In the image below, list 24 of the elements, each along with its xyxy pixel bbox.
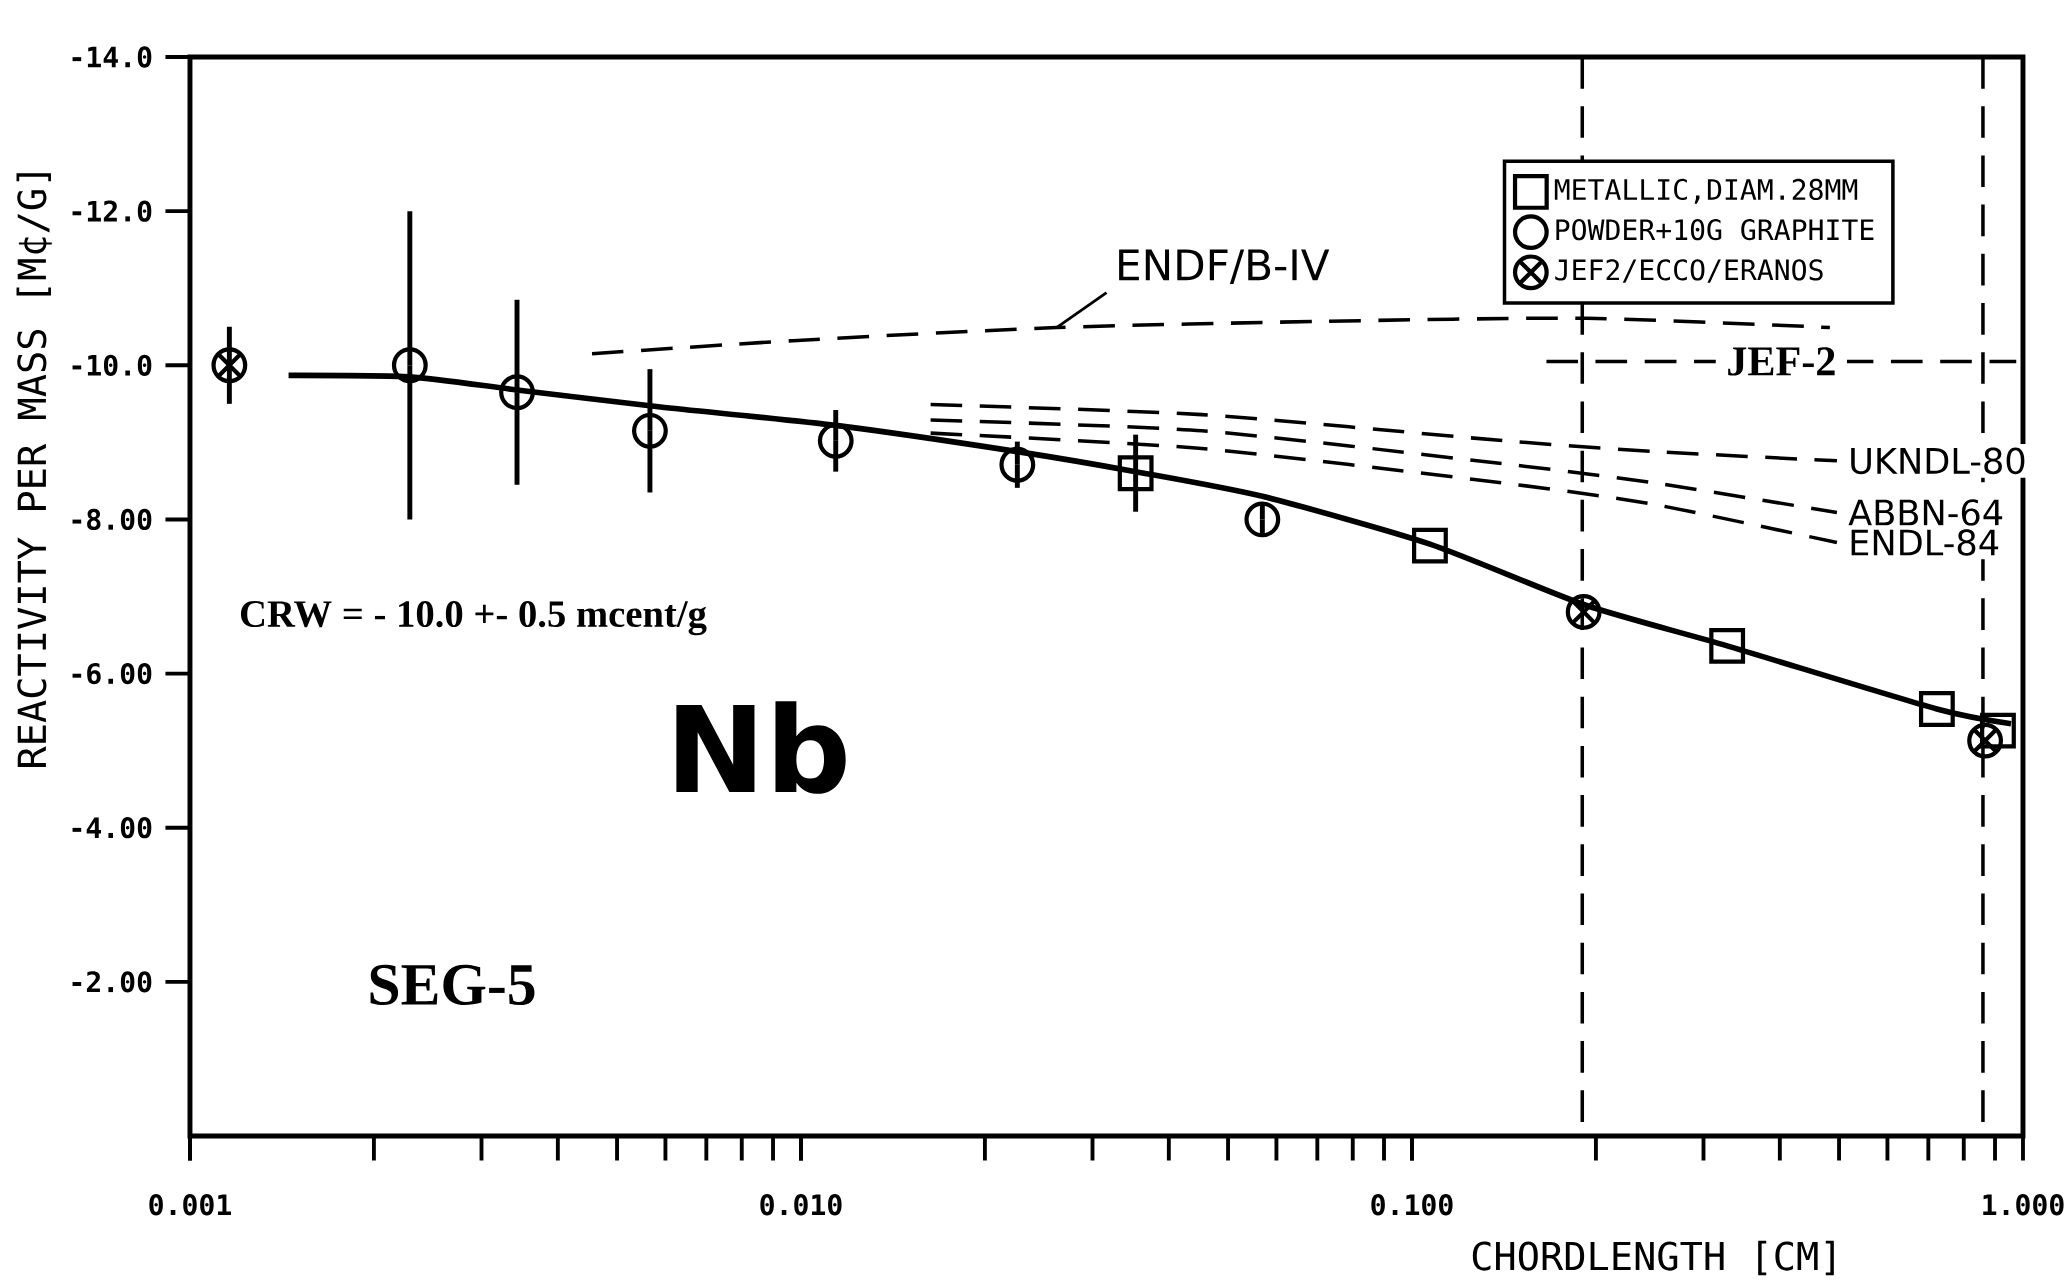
y-axis-title: REACTIVITY PER MASS [M¢/G] [16,173,52,767]
series-label: ENDF/B-IV [1119,249,1330,285]
legend-label: POWDER+10G GRAPHITE [1556,219,1874,241]
annotation: SEG-5 [370,964,535,1006]
x-tick-label: 0.001 [149,1194,231,1216]
x-tick-label: 1.000 [1983,1194,2064,1216]
y-tick-label: -4.00 [72,817,152,839]
annotation: CRW = - 10.0 +- 0.5 mcent/g [240,601,707,636]
x-tick-label: 0.010 [760,1194,842,1216]
y-tick-label: -12.0 [72,200,152,222]
legend-label: JEF2/ECCO/ERANOS [1555,259,1823,283]
series-label: JEF-2 [1728,347,1835,376]
series-label: ABBN-64 [1848,499,2003,526]
y-tick-label: -14.0 [72,46,152,68]
y-tick-label: -2.00 [72,971,152,993]
x-axis-title: CHORDLENGTH [CM] [1472,1240,1834,1276]
y-tick-label: -8.00 [72,508,152,531]
series-label: ENDL-84 [1851,529,1999,556]
legend-label: METALLIC,DIAM.28MM [1554,178,1858,204]
series-label: UKNDL-80 [1851,447,2025,475]
annotation: Nb [676,701,846,794]
y-tick-label: -10.0 [72,354,152,376]
y-tick-label: -6.00 [72,662,152,685]
x-tick-label: 0.100 [1371,1194,1453,1216]
